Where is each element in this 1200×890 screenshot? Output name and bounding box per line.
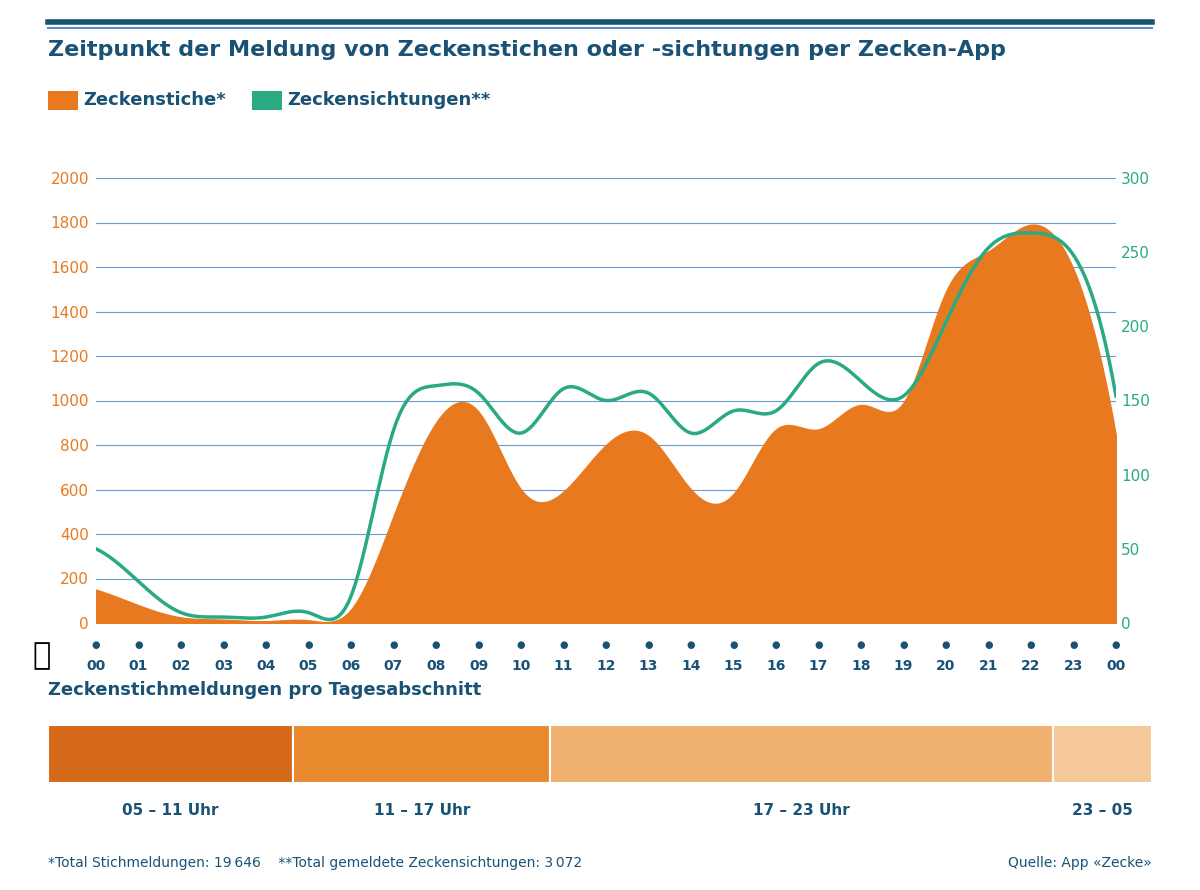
Text: ●: ● xyxy=(772,640,780,651)
Text: ●: ● xyxy=(432,640,440,651)
Text: 17 – 23 Uhr: 17 – 23 Uhr xyxy=(754,803,850,818)
Text: 00: 00 xyxy=(1106,659,1126,673)
Text: 20: 20 xyxy=(936,659,955,673)
Text: 23.3%: 23.3% xyxy=(390,745,452,764)
Text: *Total Stichmeldungen: 19 646    **Total gemeldete Zeckensichtungen: 3 072: *Total Stichmeldungen: 19 646 **Total ge… xyxy=(48,856,582,870)
Text: 17: 17 xyxy=(809,659,828,673)
Text: ●: ● xyxy=(1111,640,1121,651)
Text: 08: 08 xyxy=(426,659,445,673)
Text: Zeitpunkt der Meldung von Zeckenstichen oder -sichtungen per Zecken-App: Zeitpunkt der Meldung von Zeckenstichen … xyxy=(48,40,1006,60)
Text: 45.5%: 45.5% xyxy=(770,745,833,764)
Text: 16: 16 xyxy=(767,659,786,673)
Text: 13: 13 xyxy=(638,659,658,673)
Text: 04: 04 xyxy=(257,659,276,673)
Text: Zeckenstiche*: Zeckenstiche* xyxy=(83,91,226,109)
Text: ●: ● xyxy=(899,640,907,651)
Text: ●: ● xyxy=(601,640,611,651)
Text: 06: 06 xyxy=(341,659,361,673)
Text: ●: ● xyxy=(984,640,992,651)
Text: ●: ● xyxy=(815,640,823,651)
Text: Zeckensichtungen**: Zeckensichtungen** xyxy=(287,91,490,109)
Text: ●: ● xyxy=(176,640,185,651)
Text: ●: ● xyxy=(1069,640,1078,651)
Text: 18: 18 xyxy=(851,659,871,673)
Text: ●: ● xyxy=(686,640,695,651)
Text: 12: 12 xyxy=(596,659,616,673)
Text: Quelle: App «Zecke»: Quelle: App «Zecke» xyxy=(1008,856,1152,870)
Text: ●: ● xyxy=(134,640,143,651)
Text: ●: ● xyxy=(644,640,653,651)
Text: ●: ● xyxy=(1027,640,1036,651)
Text: ●: ● xyxy=(389,640,397,651)
Text: ●: ● xyxy=(942,640,950,651)
Text: 14: 14 xyxy=(682,659,701,673)
Text: ●: ● xyxy=(262,640,270,651)
Text: 15: 15 xyxy=(724,659,743,673)
Text: ●: ● xyxy=(347,640,355,651)
Text: ●: ● xyxy=(474,640,482,651)
Text: 05: 05 xyxy=(299,659,318,673)
Text: 11 – 17 Uhr: 11 – 17 Uhr xyxy=(373,803,470,818)
Text: ●: ● xyxy=(91,640,101,651)
Text: Zeckenstichmeldungen pro Tagesabschnitt: Zeckenstichmeldungen pro Tagesabschnitt xyxy=(48,681,481,699)
Text: 01: 01 xyxy=(128,659,148,673)
Text: 🕐: 🕐 xyxy=(32,642,52,670)
Text: 10: 10 xyxy=(511,659,530,673)
Text: ●: ● xyxy=(857,640,865,651)
Text: 23: 23 xyxy=(1064,659,1084,673)
Text: ●: ● xyxy=(559,640,568,651)
Text: 07: 07 xyxy=(384,659,403,673)
Text: ●: ● xyxy=(730,640,738,651)
Text: 05 – 11 Uhr: 05 – 11 Uhr xyxy=(122,803,218,818)
Text: 11: 11 xyxy=(553,659,574,673)
Text: 03: 03 xyxy=(214,659,233,673)
Text: ●: ● xyxy=(220,640,228,651)
Text: ●: ● xyxy=(305,640,313,651)
Text: 09: 09 xyxy=(469,659,488,673)
Text: 22.2%: 22.2% xyxy=(139,745,202,764)
Text: 19: 19 xyxy=(894,659,913,673)
Text: 9%: 9% xyxy=(1087,745,1117,764)
Text: 23 – 05: 23 – 05 xyxy=(1072,803,1133,818)
Text: 22: 22 xyxy=(1021,659,1040,673)
Text: ●: ● xyxy=(517,640,526,651)
Text: 00: 00 xyxy=(86,659,106,673)
Text: 02: 02 xyxy=(172,659,191,673)
Text: 21: 21 xyxy=(979,659,998,673)
